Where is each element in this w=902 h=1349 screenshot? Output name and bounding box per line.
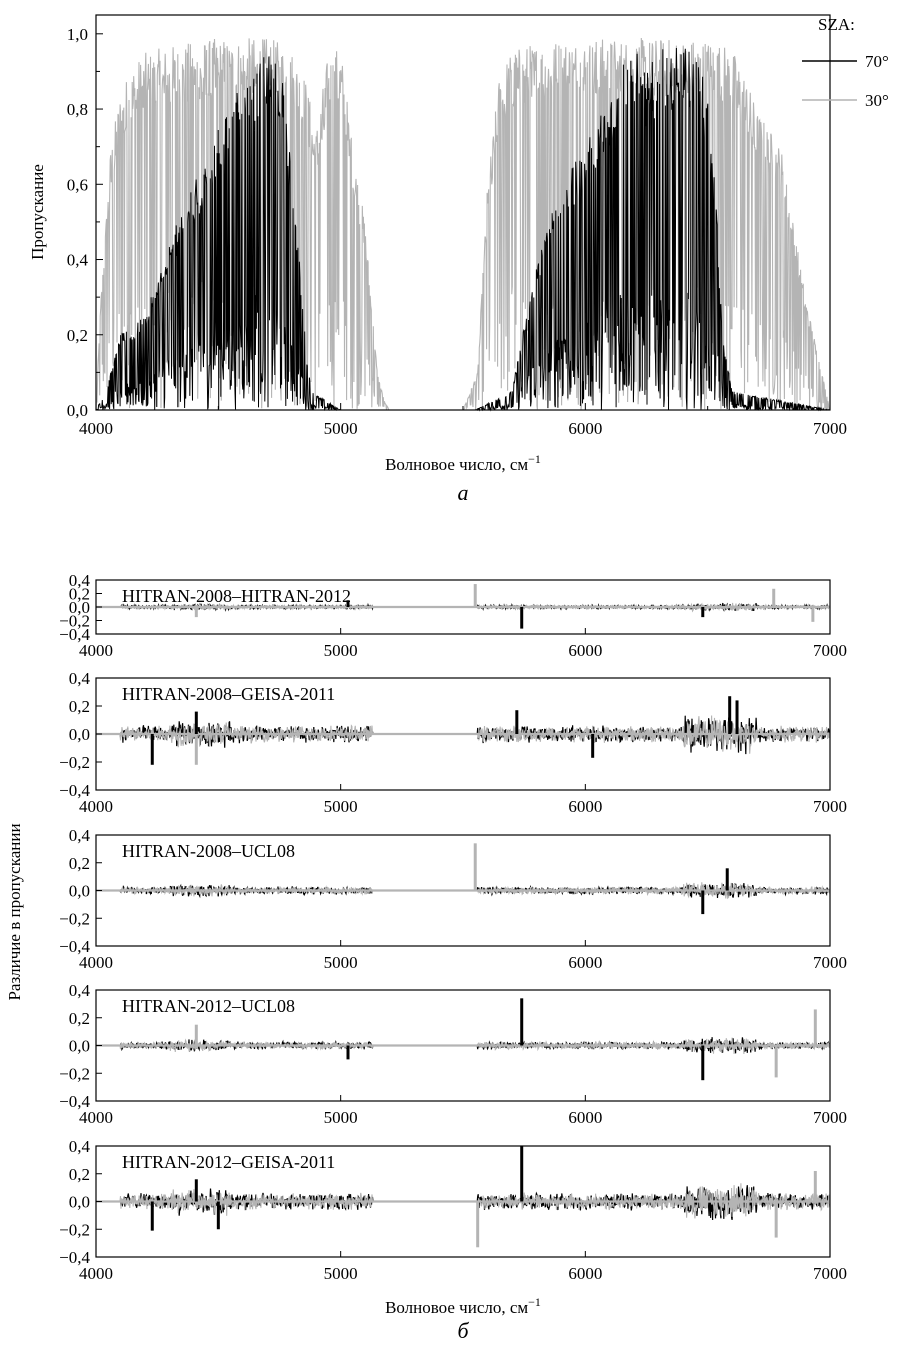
y-tick-label: 0,4 — [69, 826, 91, 845]
panel-label-b: б — [457, 1318, 469, 1343]
panel-title: HITRAN-2012–UCL08 — [122, 996, 295, 1016]
y-tick-label: 0,0 — [69, 598, 90, 617]
difference-panel: HITRAN-2008–HITRAN-2012 4000 5000 6000 7000 0… — [59, 571, 847, 660]
x-tick-label: 4000 — [79, 953, 113, 972]
legend: SZA: 70° 30° — [802, 15, 889, 110]
x-tick-label: 4000 — [79, 641, 113, 660]
x-tick-label: 7000 — [813, 797, 847, 816]
x-tick-label: 4000 — [79, 419, 113, 438]
diff-y-axis-title: Различие в пропускании — [5, 823, 24, 1000]
panel-title: HITRAN-2008–HITRAN-2012 — [122, 586, 351, 606]
y-tick-label: 0,0 — [67, 401, 88, 420]
x-tick-label: 5000 — [324, 953, 358, 972]
difference-series — [96, 998, 830, 1081]
x-tick-label: 7000 — [813, 953, 847, 972]
axis-ticks: 4000 5000 6000 7000 0,0 0,2 0,4 0,6 0,8 1,0 — [67, 25, 847, 438]
y-tick-label: 0,4 — [69, 571, 91, 590]
y-tick-label: −0,4 — [59, 1248, 90, 1267]
y-tick-label: 0,6 — [67, 175, 88, 194]
y-tick-label: −0,4 — [59, 1092, 90, 1111]
y-axis-title: Пропускание — [28, 164, 47, 260]
x-tick-label: 6000 — [568, 641, 602, 660]
difference-series — [96, 696, 830, 765]
y-tick-label: 1,0 — [67, 25, 88, 44]
y-tick-label: −0,2 — [59, 612, 90, 631]
x-tick-label: 6000 — [568, 1264, 602, 1283]
panel-label-a: а — [458, 480, 469, 505]
x-axis-title: Волновое число, см−1 — [385, 452, 541, 474]
diff-x-axis-title: Волновое число, см−1 — [385, 1295, 541, 1317]
transmission-chart: 4000 5000 6000 7000 0,0 0,2 0,4 0,6 0,8 1,0 Пропу… — [28, 14, 889, 505]
y-tick-label: 0,2 — [69, 697, 90, 716]
panel-title: HITRAN-2008–GEISA-2011 — [122, 684, 335, 704]
y-tick-label: 0,4 — [69, 669, 91, 688]
x-tick-label: 4000 — [79, 1264, 113, 1283]
x-tick-label: 7000 — [813, 419, 847, 438]
legend-label-70: 70° — [865, 52, 889, 71]
legend-title: SZA: — [818, 15, 855, 34]
x-tick-label: 5000 — [324, 1108, 358, 1127]
y-tick-label: 0,4 — [69, 981, 91, 1000]
y-tick-label: 0,0 — [69, 882, 90, 901]
y-tick-label: −0,4 — [59, 625, 90, 644]
y-tick-label: 0,4 — [69, 1137, 91, 1156]
x-tick-label: 7000 — [813, 1108, 847, 1127]
y-tick-label: 0,0 — [69, 725, 90, 744]
x-tick-label: 4000 — [79, 1108, 113, 1127]
x-tick-label: 5000 — [324, 641, 358, 660]
x-tick-label: 5000 — [324, 419, 358, 438]
x-tick-label: 4000 — [79, 797, 113, 816]
x-tick-label: 7000 — [813, 1264, 847, 1283]
y-tick-label: −0,2 — [59, 1220, 90, 1239]
panel-title: HITRAN-2008–UCL08 — [122, 841, 295, 861]
x-tick-label: 7000 — [813, 641, 847, 660]
panel-title: HITRAN-2012–GEISA-2011 — [122, 1152, 335, 1172]
y-tick-label: 0,4 — [67, 251, 89, 270]
difference-charts: HITRAN-2008–HITRAN-2012 4000 5000 6000 7000 0… — [59, 571, 847, 1283]
difference-series — [96, 584, 830, 629]
transmission-series — [95, 37, 831, 412]
x-tick-label: 6000 — [568, 797, 602, 816]
y-tick-label: 0,2 — [67, 326, 88, 345]
y-tick-label: 0,0 — [69, 1193, 90, 1212]
y-tick-label: −0,2 — [59, 753, 90, 772]
y-tick-label: 0,2 — [69, 854, 90, 873]
legend-label-30: 30° — [865, 91, 889, 110]
y-tick-label: −0,4 — [59, 781, 90, 800]
difference-series — [96, 1146, 830, 1248]
x-tick-label: 5000 — [324, 797, 358, 816]
y-tick-label: −0,4 — [59, 937, 90, 956]
y-tick-label: −0,2 — [59, 909, 90, 928]
x-tick-label: 5000 — [324, 1264, 358, 1283]
y-tick-label: 0,0 — [69, 1037, 90, 1056]
difference-panel: HITRAN-2008–UCL08 4000 5000 6000 7000 0,4 0,2 0… — [59, 826, 847, 972]
x-tick-label: 6000 — [568, 1108, 602, 1127]
x-tick-label: 6000 — [568, 419, 602, 438]
x-tick-label: 6000 — [568, 953, 602, 972]
difference-panel: HITRAN-2008–GEISA-2011 4000 5000 6000 7000 0,… — [59, 669, 847, 816]
difference-series — [96, 843, 830, 915]
y-tick-label: −0,2 — [59, 1064, 90, 1083]
difference-panel: HITRAN-2012–GEISA-2011 4000 5000 6000 7000 0,… — [59, 1137, 847, 1283]
y-tick-label: 0,2 — [69, 1009, 90, 1028]
y-tick-label: 0,2 — [69, 1165, 90, 1184]
difference-panel: HITRAN-2012–UCL08 4000 5000 6000 7000 0,4 0,2 0… — [59, 981, 847, 1127]
y-tick-label: 0,8 — [67, 100, 88, 119]
y-tick-label: 0,2 — [69, 585, 90, 604]
